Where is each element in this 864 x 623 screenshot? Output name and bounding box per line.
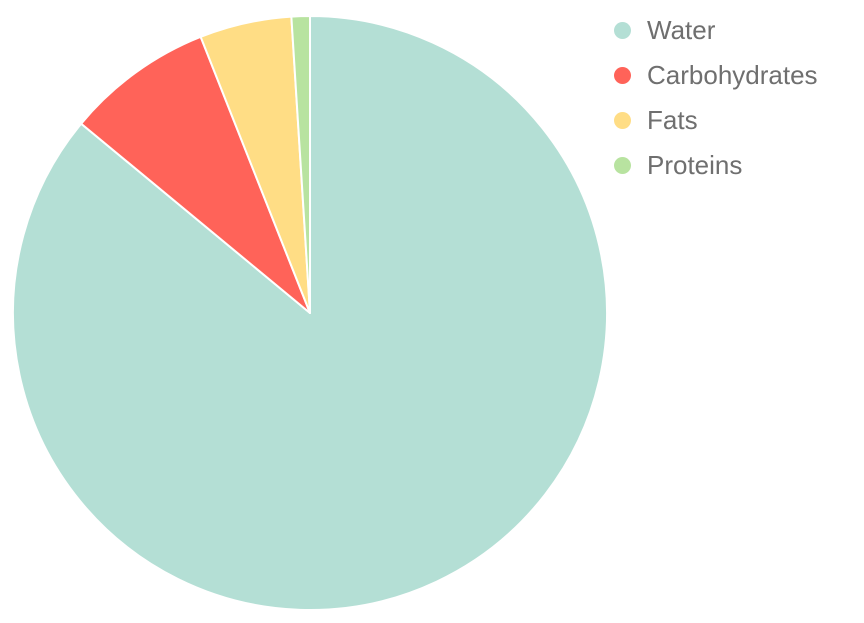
pie-chart-plot <box>12 15 608 611</box>
legend-swatch-water <box>614 22 631 39</box>
legend-item-fats[interactable]: Fats <box>614 98 818 143</box>
legend-swatch-carbohydrates <box>614 67 631 84</box>
chart-legend: Water Carbohydrates Fats Proteins <box>614 8 818 188</box>
legend-label-proteins: Proteins <box>647 150 743 180</box>
legend-label-carbohydrates: Carbohydrates <box>647 60 818 90</box>
legend-label-fats: Fats <box>647 105 698 135</box>
pie-slice-carbohydrates[interactable] <box>80 35 311 314</box>
legend-label-water: Water <box>647 15 716 45</box>
pie-slice-proteins[interactable] <box>290 15 311 314</box>
legend-item-proteins[interactable]: Proteins <box>614 143 818 188</box>
legend-swatch-fats <box>614 112 631 129</box>
legend-item-water[interactable]: Water <box>614 8 818 53</box>
legend-item-carbohydrates[interactable]: Carbohydrates <box>614 53 818 98</box>
legend-swatch-proteins <box>614 157 631 174</box>
